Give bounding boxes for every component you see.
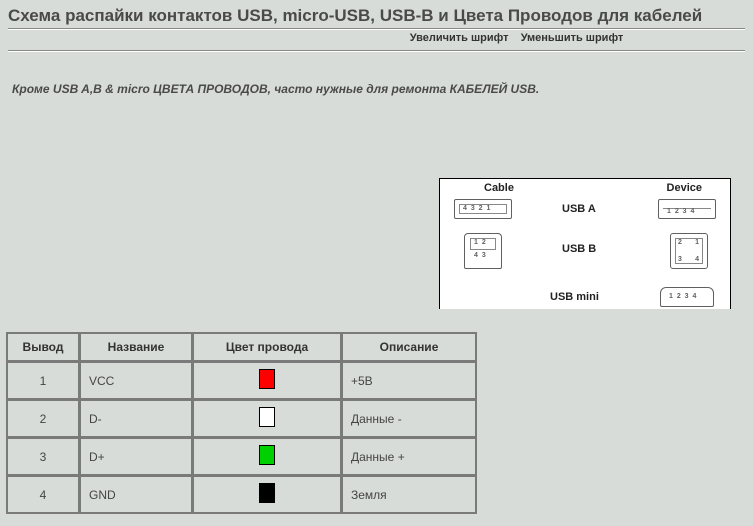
header-name: Название	[80, 333, 192, 361]
intro-text: Кроме USB A,B & micro ЦВЕТА ПРОВОДОВ, ча…	[0, 56, 753, 106]
cell-desc: Земля	[342, 476, 476, 513]
diagram-header-cable: Cable	[484, 182, 514, 194]
cell-pin: 2	[7, 400, 79, 437]
diagram-header-device: Device	[667, 182, 702, 194]
header-pin: Вывод	[7, 333, 79, 361]
table-header-row: Вывод Название Цвет провода Описание	[7, 333, 476, 361]
pins-b-dev-tr: 1	[695, 239, 700, 246]
cell-desc: Данные -	[342, 400, 476, 437]
table-row: 4GND Земля	[7, 476, 476, 513]
color-swatch	[259, 483, 275, 503]
pins-b-right: 4 3	[474, 252, 487, 259]
pins-b-dev-tl: 2	[678, 239, 683, 246]
usb-connector-diagram: Cable Device 4 3 2 1 USB A 1 2 3 4 1 2 4…	[439, 178, 731, 309]
table-row: 2D- Данные -	[7, 400, 476, 437]
cell-name: D+	[80, 438, 192, 475]
cell-name: D-	[80, 400, 192, 437]
cell-name: VCC	[80, 362, 192, 399]
controls-rule	[8, 50, 745, 52]
label-usb-mini: USB mini	[550, 291, 599, 303]
cell-name: GND	[80, 476, 192, 513]
color-swatch	[259, 445, 275, 465]
cell-desc: Данные +	[342, 438, 476, 475]
pinout-table: Вывод Название Цвет провода Описание 1VC…	[6, 332, 477, 514]
header-desc: Описание	[342, 333, 476, 361]
pins-mini: 1 2 3 4	[669, 293, 697, 300]
cell-color	[193, 476, 341, 513]
pins-b-left: 1 2	[474, 239, 487, 246]
table-row: 3D+ Данные +	[7, 438, 476, 475]
header-color: Цвет провода	[193, 333, 341, 361]
cell-pin: 1	[7, 362, 79, 399]
cell-pin: 3	[7, 438, 79, 475]
pins-a-cable: 4 3 2 1	[463, 205, 491, 212]
color-swatch	[259, 369, 275, 389]
cell-color	[193, 438, 341, 475]
pins-a-device: 1 2 3 4	[667, 208, 695, 215]
pins-b-dev-bl: 3	[678, 256, 683, 263]
zoom-in-link[interactable]: Увеличить шрифт	[410, 32, 509, 44]
color-swatch	[259, 407, 275, 427]
label-usb-a: USB A	[562, 203, 596, 215]
zoom-out-link[interactable]: Уменьшить шрифт	[521, 32, 624, 44]
cell-pin: 4	[7, 476, 79, 513]
page-title: Схема распайки контактов USB, micro-USB,…	[8, 6, 745, 26]
cell-color	[193, 400, 341, 437]
cell-desc: +5В	[342, 362, 476, 399]
cell-color	[193, 362, 341, 399]
label-usb-b: USB B	[562, 243, 596, 255]
table-row: 1VCC +5В	[7, 362, 476, 399]
pins-b-dev-br: 4	[695, 256, 700, 263]
